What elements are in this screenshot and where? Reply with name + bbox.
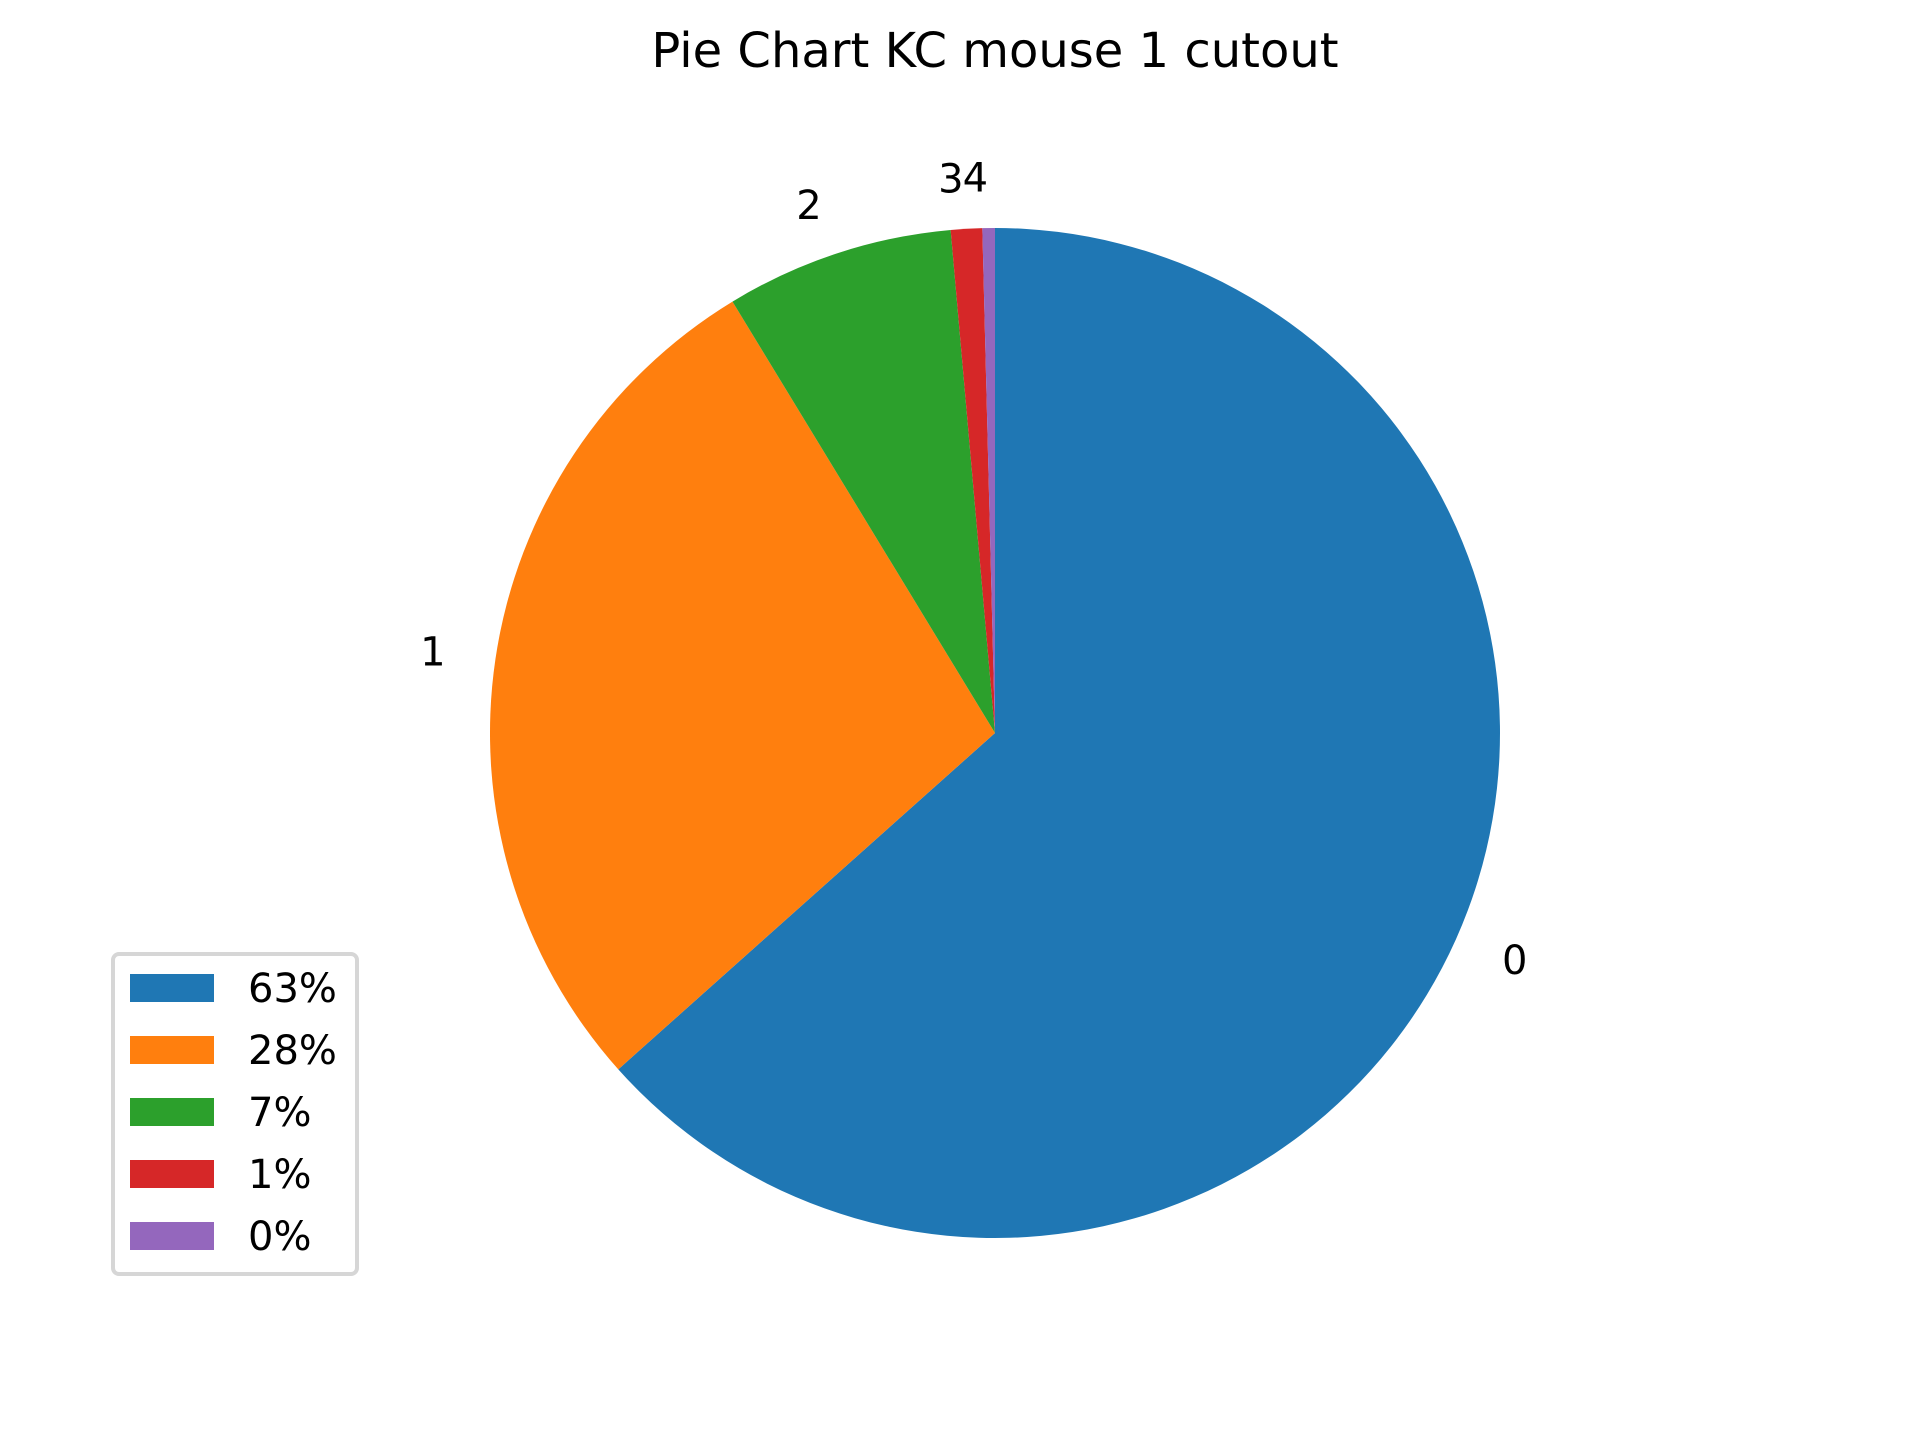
pie-slice-label-1: 1 — [420, 629, 445, 675]
legend-item-2: 7% — [130, 1090, 311, 1136]
legend-swatch-2 — [130, 1098, 214, 1126]
legend-item-4: 0% — [130, 1214, 311, 1260]
pie-slice-2 — [732, 229, 995, 733]
legend-label-2: 7% — [248, 1090, 311, 1136]
legend-label-3: 1% — [248, 1152, 311, 1198]
pie-slice-label-0: 0 — [1502, 938, 1527, 984]
pie-slice-1 — [489, 301, 995, 1070]
legend-label-1: 28% — [248, 1028, 337, 1074]
legend-swatch-1 — [130, 1036, 214, 1064]
chart-title: Pie Chart KC mouse 1 cutout — [651, 23, 1338, 79]
legend-frame — [111, 952, 359, 1276]
legend-label-4: 0% — [248, 1214, 311, 1260]
legend-swatch-0 — [130, 974, 214, 1002]
legend-swatch-3 — [130, 1160, 214, 1188]
pie-slice-3 — [950, 228, 995, 733]
legend-item-3: 1% — [130, 1152, 311, 1198]
pie-slice-labels: 0 1 2 34 — [420, 156, 1527, 984]
pie-slice-label-4: 4 — [963, 156, 988, 202]
legend-items: 63% 28% 7% 1% 0% — [130, 966, 337, 1260]
legend-label-0: 63% — [248, 966, 337, 1012]
pie-slice-0 — [618, 228, 1500, 1238]
pie-slices — [489, 228, 1500, 1238]
legend: 63% 28% 7% 1% 0% — [111, 952, 359, 1276]
pie-slice-label-2: 2 — [796, 183, 821, 229]
pie-slice-label-3: 3 — [938, 156, 963, 202]
legend-item-0: 63% — [130, 966, 337, 1012]
pie-slice-4 — [982, 228, 995, 733]
legend-item-1: 28% — [130, 1028, 337, 1074]
legend-swatch-4 — [130, 1222, 214, 1250]
